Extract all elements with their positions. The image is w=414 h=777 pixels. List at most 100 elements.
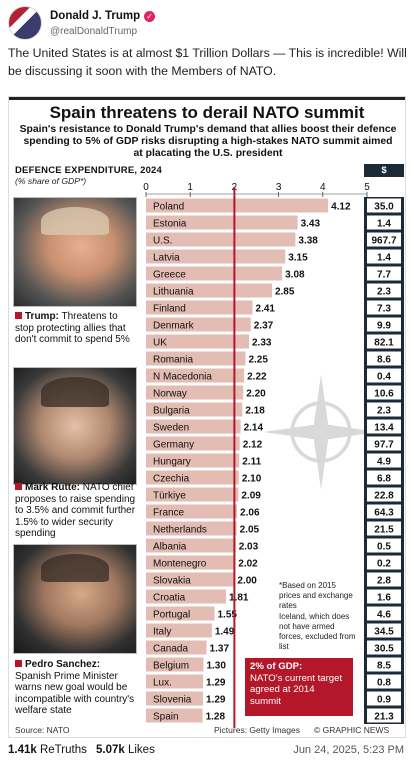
post-footer: 1.41k ReTruths 5.07k Likes Jun 24, 2025,… [8, 744, 408, 764]
bar [146, 215, 298, 230]
billions-value: 22.8 [374, 491, 394, 502]
bar [146, 640, 207, 655]
billions-cell [367, 334, 401, 349]
bar [146, 572, 235, 587]
bar-category-label: Slovakia [153, 576, 191, 587]
trump-photo [13, 197, 137, 307]
bar-value-label: 1.29 [206, 695, 226, 706]
bar-category-label: Czechia [153, 474, 190, 485]
verified-badge-icon: ✓ [144, 10, 156, 22]
billions-cell [367, 657, 401, 672]
bar-category-label: Norway [153, 389, 187, 400]
infographic-image[interactable]: Spain threatens to derail NATO summit Sp… [8, 96, 406, 738]
target-callout: 2% of GDP: NATO's current target agreed … [245, 658, 353, 716]
billions-value: 7.3 [377, 304, 391, 315]
bar-value-label: 4.12 [331, 202, 351, 213]
billions-cell [367, 266, 401, 281]
bar-value-label: 1.49 [215, 627, 235, 638]
bar [146, 555, 236, 570]
retruths-stat[interactable]: 1.41k ReTruths [8, 744, 87, 756]
bar [146, 657, 204, 672]
bar-category-label: UK [153, 338, 167, 349]
bar-value-label: 2.33 [252, 338, 272, 349]
avatar[interactable] [8, 6, 42, 40]
bar-category-label: Türkiye [153, 491, 186, 502]
bar-category-label: Croatia [153, 593, 186, 604]
caption-rutte: Mark Rutte: NATO chief proposes to raise… [15, 482, 137, 540]
target-title: 2% of GDP: [250, 661, 303, 672]
bar-value-label: 2.85 [275, 287, 295, 298]
bar-value-label: 2.20 [246, 389, 266, 400]
billions-value: 1.6 [377, 593, 391, 604]
bar-category-label: Hungary [153, 457, 191, 468]
bar-category-label: Montenegro [153, 559, 207, 570]
bar-category-label: Latvia [153, 253, 180, 264]
billions-value: 21.5 [374, 525, 394, 536]
billions-value: 64.3 [374, 508, 394, 519]
chart-title: Spain threatens to derail NATO summit [49, 103, 365, 122]
bar [146, 487, 239, 502]
billions-value: 82.1 [374, 338, 394, 349]
billions-cell [367, 470, 401, 485]
billions-cell [367, 623, 401, 638]
photo-detail [40, 206, 110, 235]
pictures-credit: Pictures: Getty Images [214, 725, 300, 735]
bar [146, 402, 243, 417]
caption-bullet [15, 483, 22, 490]
post-header: Donald J. Trump ✓ @realDonaldTrump [8, 6, 408, 40]
bar [146, 453, 240, 468]
billions-cell [367, 453, 401, 468]
x-tick-label: 3 [276, 182, 282, 193]
billions-value: 35.0 [374, 202, 394, 213]
bar-category-label: Lithuania [153, 287, 194, 298]
billions-cell [367, 674, 401, 689]
bar-value-label: 2.37 [254, 321, 274, 332]
x-tick-label: 5 [364, 182, 370, 193]
billions-cell [367, 215, 401, 230]
bar-value-label: 2.18 [245, 406, 265, 417]
bar-value-label: 3.15 [288, 253, 308, 264]
bar-category-label: France [153, 508, 185, 519]
nato-star-icon [263, 374, 379, 490]
caption-bullet [15, 312, 22, 319]
bar-category-label: Portugal [153, 610, 190, 621]
bar [146, 606, 215, 621]
bar-value-label: 2.11 [242, 457, 261, 468]
billions-cell [367, 385, 401, 400]
bar-value-label: 3.38 [298, 236, 318, 247]
billions-cell [367, 521, 401, 536]
billions-value: 34.5 [374, 627, 394, 638]
billions-value: 7.7 [377, 270, 391, 281]
bar-chart: 012345 Poland4.12Estonia3.43U.S.3.38Latv… [143, 182, 404, 728]
bar [146, 691, 204, 706]
billions-cell [367, 232, 401, 247]
billions-value: 1.4 [377, 253, 391, 264]
bar-value-label: 2.12 [243, 440, 263, 451]
bar-value-label: 1.30 [206, 661, 226, 672]
billions-value: 13.4 [374, 423, 394, 434]
billions-value: 6.8 [377, 474, 391, 485]
bar [146, 419, 241, 434]
caption-bullet [15, 660, 22, 667]
billions-cell [367, 691, 401, 706]
billions-cell [367, 300, 401, 315]
billions-value: 0.2 [377, 559, 391, 570]
bar-category-label: Romania [153, 355, 193, 366]
user-handle[interactable]: @realDonaldTrump [50, 26, 138, 37]
bar-value-label: 2.41 [256, 304, 276, 315]
bar-value-label: 2.00 [237, 576, 257, 587]
bar-value-label: 3.43 [301, 219, 321, 230]
likes-stat[interactable]: 5.07k Likes [96, 744, 155, 756]
bar-value-label: 2.05 [240, 525, 260, 536]
bar-category-label: Finland [153, 304, 186, 315]
bar-category-label: Lux. [153, 678, 172, 689]
bar [146, 232, 296, 247]
caption-trump: Trump: Threatens to stop protecting alli… [15, 311, 137, 346]
display-name[interactable]: Donald J. Trump [50, 10, 141, 22]
post-timestamp[interactable]: Jun 24, 2025, 5:23 PM [293, 744, 404, 756]
axis-heading: DEFENCE EXPENDITURE, 2024 [15, 165, 163, 176]
billions-value: 8.5 [377, 661, 391, 672]
bar [146, 504, 238, 519]
billions-value: 21.3 [374, 712, 394, 723]
caption-name: Pedro Sanchez: [25, 659, 101, 670]
